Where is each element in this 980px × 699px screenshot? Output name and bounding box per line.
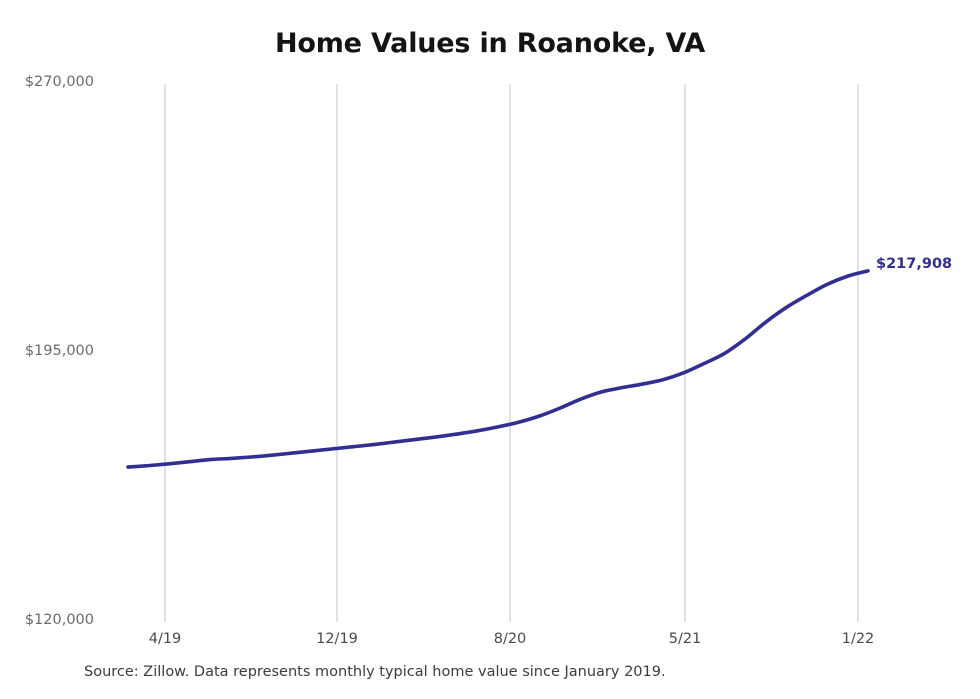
x-tick-label: 8/20 [493,631,527,647]
x-tick-label: 12/19 [316,631,358,647]
chart-title: Home Values in Roanoke, VA [274,28,706,59]
y-tick-label: $270,000 [24,74,94,90]
gridline-group [164,84,859,622]
end-value-label: $217,908 [876,256,953,272]
y-tick-label: $195,000 [24,343,94,359]
x-tick-label: 4/19 [148,631,182,647]
y-tick-label: $120,000 [24,612,94,628]
series-line-typical-home-value [126,269,870,469]
x-tick-label: 5/21 [668,631,702,647]
source-note: Source: Zillow. Data represents monthly … [84,664,666,680]
x-tick-label: 1/22 [841,631,875,647]
